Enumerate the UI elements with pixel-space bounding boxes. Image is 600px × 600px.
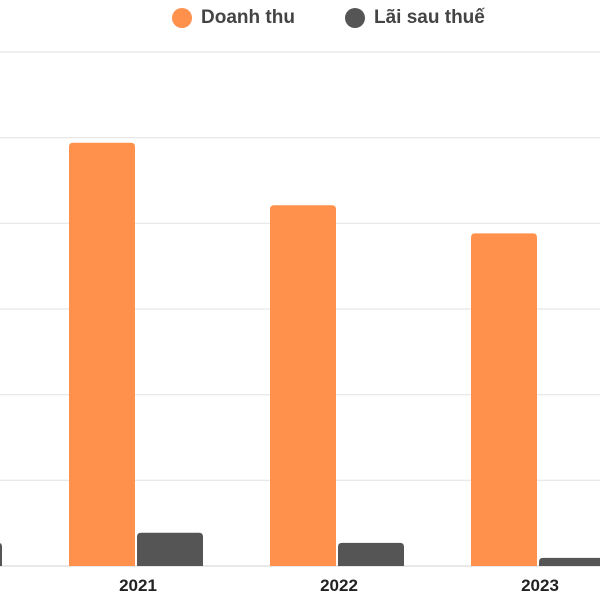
legend-swatch-revenue xyxy=(172,8,192,28)
legend: Doanh thu Lãi sau thuế xyxy=(0,4,600,32)
legend-swatch-profit xyxy=(345,8,365,28)
profit-bar-2021 xyxy=(137,532,203,566)
legend-item-profit: Lãi sau thuế xyxy=(345,4,485,32)
x-tick-label-2021: 2021 xyxy=(119,576,157,595)
x-tick-label-2023: 2023 xyxy=(521,576,559,595)
x-tick-label-2022: 2022 xyxy=(320,576,358,595)
legend-item-revenue: Doanh thu xyxy=(172,4,295,32)
profit-bar-2022 xyxy=(338,542,404,566)
revenue-bar-2023 xyxy=(471,233,537,567)
profit-bar-2020 xyxy=(0,543,2,566)
revenue-bar-2022 xyxy=(270,205,336,567)
legend-label-profit: Lãi sau thuế xyxy=(374,7,485,28)
revenue-bar-2021 xyxy=(69,142,135,567)
legend-label-revenue: Doanh thu xyxy=(201,7,295,28)
profit-bar-2023 xyxy=(539,557,600,566)
